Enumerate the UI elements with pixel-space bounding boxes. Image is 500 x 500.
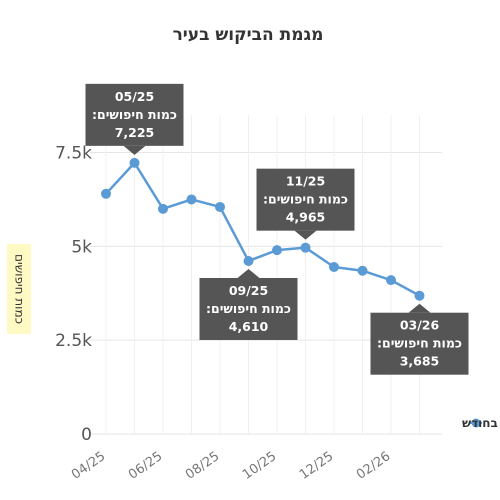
tooltip-line: 4,610 [229,319,269,334]
data-point[interactable] [386,275,396,286]
y-tick-label: 5k [71,237,92,257]
data-point[interactable] [101,188,111,199]
y-tick-label: 0 [81,425,92,445]
tooltip-line: 7,225 [115,125,155,140]
annotation-tooltip: 09/25 כמות חיפושים: 4,610 [199,268,298,340]
data-point[interactable] [329,261,339,272]
y-tick-label: 2.5k [55,331,92,351]
tooltip-box [256,168,355,231]
y-tick-label: 7.5k [55,144,92,164]
data-point[interactable] [129,157,140,168]
tooltip-line: כמות חיפושים: [263,192,348,207]
tooltip-pointer [237,268,260,278]
data-point[interactable] [414,290,425,301]
data-point[interactable] [357,265,368,276]
tooltip-line: כמות חיפושים: [206,301,291,316]
annotation-tooltip: 11/25 כמות חיפושים: 4,965 [256,168,355,240]
tooltip-box [85,83,184,146]
tooltip-box [199,277,298,340]
data-point[interactable] [300,242,311,253]
series-layer [101,157,425,301]
annotation-tooltip: 05/25 כמות חיפושים: 7,225 [85,83,184,155]
tooltip-line: 05/25 [115,89,154,104]
tooltip-line: 11/25 [286,174,325,189]
annotation-tooltip: 03/26 כמות חיפושים: 3,685 [370,303,469,375]
y-axis-ticks: 0 2.5k 5k 7.5k [55,144,92,445]
tooltip-line: 3,685 [400,354,440,369]
tooltip-pointer [294,230,317,240]
data-point[interactable] [215,201,225,212]
tooltip-line: 09/25 [229,283,268,298]
y-axis-label-text: כמות חיפושים [13,254,27,324]
chart-title: מגמת הביקוש בעיר [173,25,324,45]
legend-marker [471,418,481,428]
legend[interactable]: חיפושים בחודש [462,416,500,430]
data-point[interactable] [158,203,168,214]
tooltip-pointer [123,145,146,155]
legend-label: חיפושים בחודש [462,416,500,430]
tooltip-pointer [408,303,431,313]
data-point[interactable] [272,245,282,256]
y-axis-label-background [7,244,31,334]
data-point[interactable] [243,255,254,266]
y-axis-label: כמות חיפושים [7,244,31,334]
data-point[interactable] [186,194,197,205]
tooltip-line: 03/26 [400,318,440,333]
tooltip-line: 4,965 [286,210,326,225]
tooltip-box [370,312,469,375]
tooltip-line: כמות חיפושים: [92,107,177,122]
tooltip-line: כמות חיפושים: [377,336,462,351]
annotations: 05/25 כמות חיפושים: 7,225 09/25 כמות חיפושים… [85,83,469,375]
series-line [104,161,421,297]
